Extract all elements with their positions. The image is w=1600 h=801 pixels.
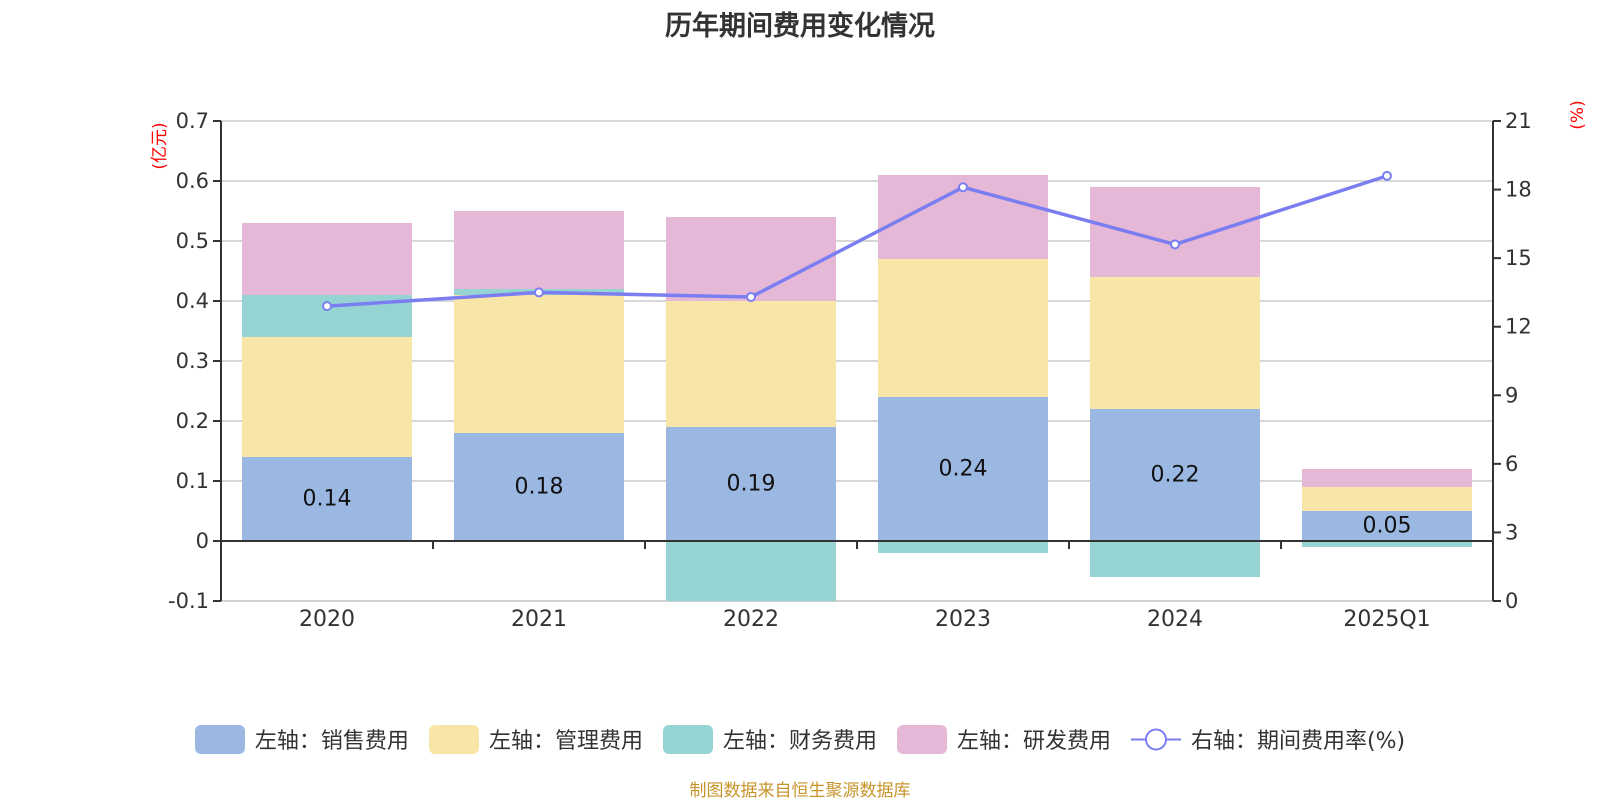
bar-sales <box>454 433 624 541</box>
legend-label: 右轴：期间费用率(%) <box>1190 729 1406 754</box>
legend-label: 左轴：管理费用 <box>488 729 643 754</box>
x-axis-tick-label: 2023 <box>935 607 991 632</box>
rate-line-series <box>322 170 1392 312</box>
bar-admin <box>242 337 412 457</box>
legend-swatch-icon <box>428 724 479 754</box>
bar-admin <box>878 259 1048 397</box>
bar-finance <box>1302 541 1472 547</box>
rate-line <box>326 174 1388 308</box>
left-axis-tick-label: 0.1 <box>176 469 209 493</box>
bar-rnd <box>666 217 836 301</box>
legend-label: 左轴：销售费用 <box>254 729 409 754</box>
left-axis-tick-label: 0.5 <box>176 229 209 253</box>
bar-rnd <box>242 223 412 295</box>
left-axis-tick-label: 0.2 <box>176 409 209 433</box>
right-axis-tick-label: 0 <box>1505 589 1518 613</box>
data-labels: 0.14 0.18 0.19 0.24 0.22 0.05 <box>303 457 1412 539</box>
bar-value-label: 0.19 <box>727 472 776 497</box>
left-axis-tick-label: 0 <box>196 529 209 553</box>
right-axis-tick-label: 3 <box>1505 520 1518 544</box>
bar-sales <box>1302 511 1472 541</box>
bar-rnd <box>454 211 624 289</box>
bar-series <box>242 175 1472 601</box>
x-axis-tick-label: 2021 <box>511 607 567 632</box>
bar-admin <box>1090 277 1260 409</box>
legend-item-sales[interactable]: 左轴：销售费用 <box>194 723 409 755</box>
bar-value-label: 0.22 <box>1151 463 1200 488</box>
x-axis-tick-label: 2020 <box>299 607 355 632</box>
bar-admin <box>666 301 836 427</box>
left-axis-unit: (亿元) <box>150 122 170 169</box>
legend-swatch-icon <box>194 724 245 754</box>
bar-admin <box>1302 487 1472 511</box>
left-axis-tick-label: 0.6 <box>176 169 209 193</box>
rate-point <box>534 287 544 298</box>
legend-item-finance[interactable]: 左轴：财务费用 <box>662 723 877 755</box>
bar-finance <box>878 541 1048 553</box>
legend: 左轴：销售费用 左轴：管理费用 左轴：财务费用 左轴：研发费用 右轴：期间费用率(%) <box>0 722 1600 756</box>
left-axis-tick-label: 0.3 <box>176 349 209 373</box>
legend-item-admin[interactable]: 左轴：管理费用 <box>428 723 643 755</box>
right-axis-tick-label: 18 <box>1505 178 1532 202</box>
bar-finance <box>666 541 836 601</box>
bar-sales <box>878 397 1048 541</box>
rate-point <box>958 182 968 193</box>
legend-label: 左轴：财务费用 <box>722 729 877 754</box>
right-axis-tick-label: 21 <box>1505 109 1532 133</box>
right-axis-tick-label: 6 <box>1505 452 1518 476</box>
left-axis-tick-label: 0.4 <box>176 289 209 313</box>
x-axis-tick-label: 2025Q1 <box>1343 607 1430 632</box>
legend-line-circle-icon <box>1130 725 1181 754</box>
x-axis-tick-label: 2022 <box>723 607 779 632</box>
legend-swatch-icon <box>896 724 947 754</box>
legend-item-rate[interactable]: 右轴：期间费用率(%) <box>1130 723 1406 755</box>
bar-sales <box>242 457 412 541</box>
legend-item-rnd[interactable]: 左轴：研发费用 <box>896 723 1111 755</box>
bar-finance <box>1090 541 1260 577</box>
x-axis-tick-label: 2024 <box>1147 607 1203 632</box>
bar-value-label: 0.24 <box>939 457 988 482</box>
axes: -0.1 0 0.1 0.2 0.3 0.4 0.5 0.6 0.7 0 3 6 9 12 15 18 21 20… <box>168 109 1532 632</box>
bar-admin <box>454 295 624 433</box>
right-axis-tick-label: 12 <box>1505 315 1532 339</box>
rate-point <box>746 292 756 302</box>
rate-point <box>322 301 332 312</box>
source-footer: 制图数据来自恒生聚源数据库 <box>689 781 911 801</box>
legend-swatch-icon <box>662 724 713 754</box>
bar-value-label: 0.18 <box>515 475 564 500</box>
right-axis-tick-label: 9 <box>1505 383 1518 407</box>
left-axis-tick-label: -0.1 <box>168 589 209 613</box>
right-axis-tick-label: 15 <box>1505 246 1532 270</box>
rate-point <box>1382 170 1392 181</box>
bar-rnd <box>1090 187 1260 277</box>
rate-point <box>1170 239 1180 250</box>
bar-value-label: 0.05 <box>1363 514 1412 539</box>
bar-sales <box>1090 409 1260 541</box>
chart-title: 历年期间费用变化情况 <box>665 11 935 42</box>
bar-value-label: 0.14 <box>303 487 352 512</box>
legend-label: 左轴：研发费用 <box>956 729 1111 754</box>
left-axis-tick-label: 0.7 <box>176 109 209 133</box>
right-axis-unit: (%) <box>1568 100 1588 129</box>
bar-sales <box>666 427 836 541</box>
bar-rnd <box>1302 469 1472 487</box>
